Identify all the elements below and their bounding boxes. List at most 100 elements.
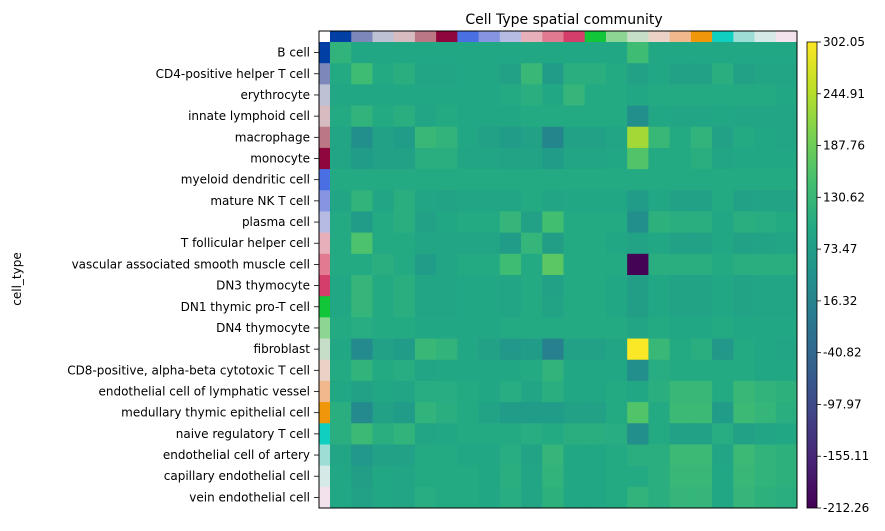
heatmap-cell (690, 232, 713, 255)
heatmap-cell (712, 190, 734, 212)
heatmap-cell (457, 317, 479, 339)
heatmap-cell (712, 253, 734, 276)
heatmap-cell (478, 84, 501, 106)
heatmap-cell (393, 84, 416, 106)
column-group-swatch (478, 31, 501, 42)
row-tick-label: naive regulatory T cell (176, 427, 310, 441)
heatmap-cell (563, 465, 586, 488)
heatmap-cell (563, 126, 586, 149)
heatmap-cell (478, 169, 501, 191)
heatmap-cell (351, 423, 373, 445)
heatmap-cell (605, 359, 628, 382)
heatmap-cell (563, 190, 586, 212)
heatmap-cell (648, 42, 671, 64)
heatmap-cell (542, 126, 564, 149)
heatmap-cell (754, 126, 777, 149)
column-group-swatch (457, 31, 479, 42)
heatmap-cell (605, 465, 628, 488)
heatmap-cell (499, 190, 522, 212)
heatmap-cell (351, 465, 373, 488)
heatmap-cell (627, 232, 649, 255)
heatmap-cell (372, 232, 395, 255)
heatmap-cell (542, 317, 564, 339)
heatmap-cell (775, 42, 798, 64)
heatmap-cell (584, 296, 607, 318)
heatmap-cell (414, 253, 437, 276)
heatmap-cell (521, 169, 543, 191)
heatmap-cells (330, 42, 798, 509)
heatmap-cell (733, 338, 755, 361)
column-group-swatch (648, 31, 671, 42)
heatmap-cell (712, 84, 734, 106)
heatmap-cell (499, 402, 522, 424)
heatmap-cell (712, 465, 734, 488)
heatmap-cell (563, 84, 586, 106)
colorbar-tick-label: -40.82 (823, 346, 862, 360)
heatmap-cell (775, 380, 798, 403)
heatmap-cell (499, 444, 522, 467)
heatmap-cell (521, 423, 543, 445)
heatmap-cell (351, 126, 373, 149)
heatmap-cell (733, 465, 755, 488)
heatmap-cell (648, 105, 671, 128)
heatmap-cell (542, 423, 564, 445)
heatmap-cell (436, 232, 458, 255)
heatmap-cell (372, 84, 395, 106)
heatmap-cell (499, 147, 522, 170)
heatmap-cell (436, 338, 458, 361)
heatmap-cell (372, 42, 395, 64)
heatmap-cell (330, 147, 352, 170)
heatmap-cell (393, 465, 416, 488)
heatmap-cell (542, 169, 564, 191)
heatmap-cell (351, 147, 373, 170)
heatmap-cell (627, 147, 649, 170)
heatmap-cell (542, 232, 564, 255)
column-group-swatch (669, 31, 692, 42)
row-tick-label: CD8-positive, alpha-beta cytotoxic T cel… (67, 363, 310, 377)
heatmap-cell (457, 465, 479, 488)
row-tick-labels: B cell CD4-positive helper T cell erythroc… (67, 46, 319, 504)
heatmap-cell (733, 190, 755, 212)
heatmap-cell (436, 126, 458, 149)
heatmap-cell (627, 444, 649, 467)
heatmap-cell (627, 359, 649, 382)
heatmap-cell (414, 444, 437, 467)
heatmap-cell (754, 317, 777, 339)
heatmap-cell (414, 169, 437, 191)
heatmap-cell (330, 380, 352, 403)
row-group-swatch (319, 275, 330, 297)
heatmap-cell (436, 42, 458, 64)
heatmap-cell (499, 275, 522, 297)
heatmap-cell (542, 253, 564, 276)
heatmap-cell (754, 275, 777, 297)
heatmap-cell (457, 211, 479, 234)
heatmap-cell (393, 486, 416, 509)
row-tick-label: plasma cell (242, 215, 310, 229)
row-tick-label: myeloid dendritic cell (181, 173, 310, 187)
heatmap-cell (648, 402, 671, 424)
heatmap-cell (584, 444, 607, 467)
heatmap-cell (372, 423, 395, 445)
heatmap-cell (775, 402, 798, 424)
heatmap-cell (627, 465, 649, 488)
row-tick-label: DN1 thymic pro-T cell (181, 300, 310, 314)
heatmap-cell (648, 211, 671, 234)
heatmap-cell (414, 338, 437, 361)
heatmap-cell (648, 465, 671, 488)
colorbar-tick-label: 130.62 (823, 190, 865, 204)
heatmap-cell (690, 317, 713, 339)
heatmap-cell (690, 338, 713, 361)
heatmap-cell (414, 402, 437, 424)
heatmap-cell (478, 486, 501, 509)
heatmap-cell (393, 63, 416, 85)
column-group-swatch (393, 31, 416, 42)
heatmap-cell (669, 190, 692, 212)
heatmap-cell (414, 275, 437, 297)
row-tick-label: innate lymphoid cell (188, 109, 310, 123)
heatmap-cell (754, 253, 777, 276)
heatmap-cell (478, 296, 501, 318)
row-group-swatch (319, 296, 330, 318)
heatmap-cell (330, 169, 352, 191)
heatmap-cell (584, 465, 607, 488)
